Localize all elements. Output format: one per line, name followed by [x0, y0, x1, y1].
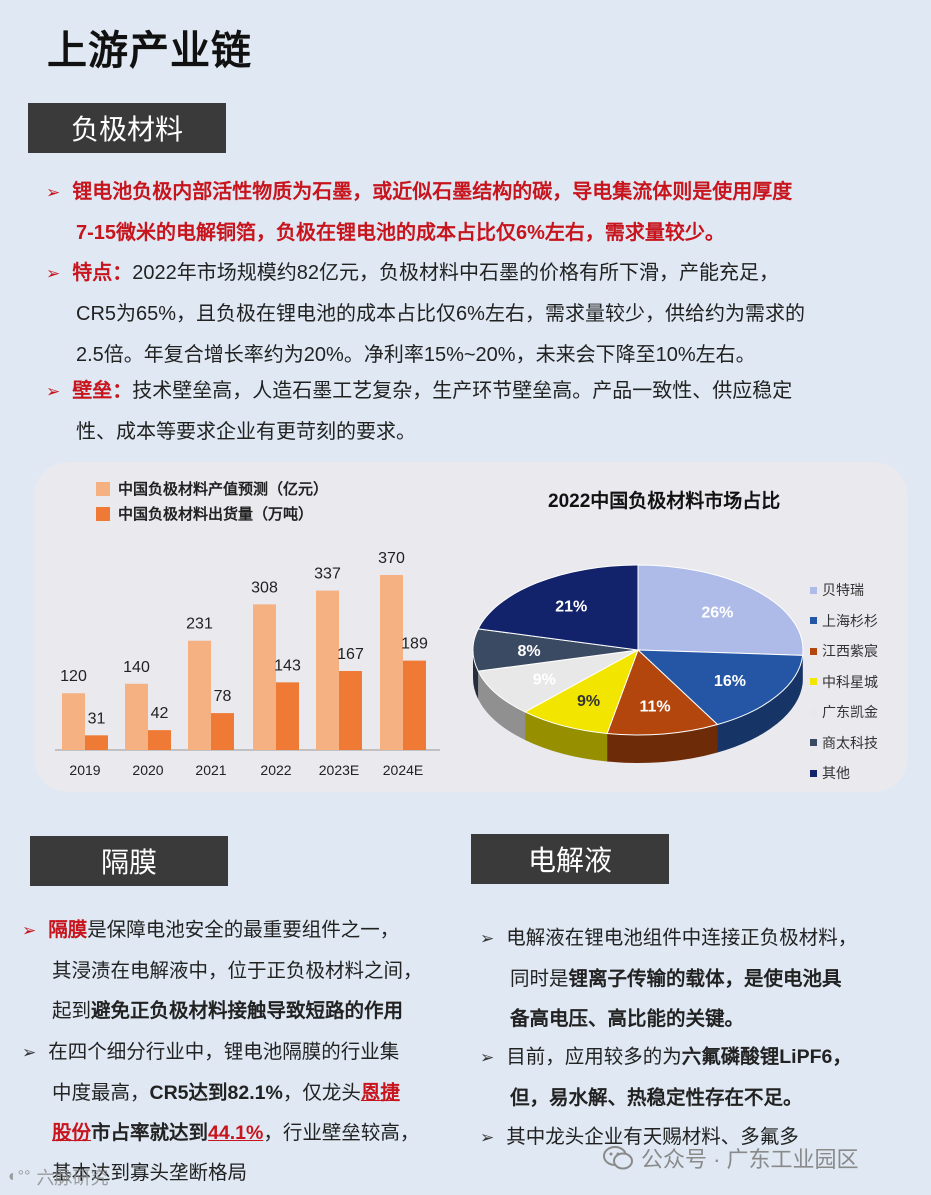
arrow-bullet-icon: ➢ [22, 1043, 37, 1062]
bar [380, 575, 403, 750]
electrolyte-bullet-3: ➢ 其中龙头企业有天赐材料、多氟多 [480, 1126, 799, 1148]
bar-value-label: 167 [337, 646, 364, 663]
bar [211, 713, 234, 750]
separator-bullet-1: ➢ 隔膜是保障电池安全的最重要组件之一， 其浸渍在电解液中，位于正负极材料之间， … [22, 919, 423, 1022]
x-tick-label: 2022 [260, 762, 291, 778]
pie-chart: 26% 16% 11% 9% 9% 8% 21% [472, 564, 804, 763]
bar-value-label: 140 [123, 659, 150, 676]
watermark-left: ◐°° 六脉研究 [8, 1168, 109, 1188]
bar [276, 682, 299, 750]
electrolyte-bullet-2: ➢ 目前，应用较多的为六氟磷酸锂LiPF6， 但，易水解、热稳定性存在不足。 [480, 1046, 852, 1109]
pie-slice-side [717, 655, 803, 753]
anode-bullet-1: ➢ 锂电池负极内部活性物质为石墨，或近似石墨结构的碳，导电集流体则是使用厚度 7-… [46, 181, 793, 244]
pie-slice [523, 648, 639, 735]
bar [62, 693, 85, 750]
pie-value-label: 21% [555, 599, 587, 616]
arrow-bullet-icon: ➢ [22, 921, 37, 940]
pie-value-label: 16% [714, 673, 746, 690]
bar [339, 671, 362, 750]
pie-slice-side [478, 671, 526, 740]
arrow-bullet-icon: ➢ [46, 183, 61, 202]
legend-swatch [96, 506, 110, 521]
arrow-bullet-icon: ➢ [46, 382, 61, 401]
pie-slice [477, 564, 639, 651]
section-header-separator: 隔膜 [30, 836, 228, 886]
pie-legend-item: 贝特瑞 [810, 575, 878, 606]
pie-value-label: 26% [701, 605, 733, 622]
x-tick-label: 2019 [69, 762, 100, 778]
pie-slice [636, 649, 804, 726]
pie-legend-item: 江西紫宸 [810, 636, 878, 667]
separator-bullet-2: ➢ 在四个细分行业中，锂电池隔膜的行业集 中度最高，CR5达到82.1%，仅龙头恩… [22, 1041, 420, 1184]
arrow-bullet-icon: ➢ [480, 1128, 495, 1147]
bar-value-label: 370 [378, 550, 405, 567]
pie-slice-side [525, 711, 608, 762]
pie-chart-title: 2022中国负极材料市场占比 [548, 491, 781, 512]
pie-legend-item: 广东凯金 [810, 697, 878, 728]
bar-value-label: 120 [60, 668, 87, 685]
pie-slice [637, 564, 804, 656]
bar-value-label: 31 [88, 710, 106, 727]
bar [148, 730, 171, 750]
pie-legend-item: 上海杉杉 [810, 606, 878, 637]
pie-value-label: 11% [639, 698, 670, 715]
pie-value-label: 9% [533, 672, 556, 689]
logo-icon: ◐°° [8, 1168, 31, 1185]
pie-value-label: 9% [577, 693, 600, 710]
bar [188, 640, 211, 750]
pie-slice-side [607, 724, 718, 763]
pie-value-label: 8% [518, 643, 541, 660]
bar [316, 590, 339, 750]
x-tick-label: 2021 [195, 762, 226, 778]
x-tick-label: 2020 [132, 762, 163, 778]
electrolyte-bullet-1: ➢ 电解液在锂电池组件中连接正负极材料， 同时是锂离子传输的载体，是使电池具 备高… [480, 927, 858, 1030]
anode-bullet-2: ➢ 特点：2022年市场规模约82亿元，负极材料中石墨的价格有所下滑，产能充足， … [46, 262, 805, 366]
bar-value-label: 308 [251, 579, 278, 596]
section-header-anode: 负极材料 [28, 103, 226, 153]
bar-value-label: 231 [186, 616, 213, 633]
pie-legend-item: 其他 [810, 758, 878, 789]
pie-slice [477, 649, 639, 713]
pie-legend-item: 中科星城 [810, 667, 878, 698]
bar-value-label: 189 [401, 636, 428, 653]
watermark-right: 公众号 · 广东工业园区 [603, 1142, 859, 1174]
wechat-icon [603, 1146, 633, 1170]
bar [85, 735, 108, 750]
arrow-bullet-icon: ➢ [480, 929, 495, 948]
pie-slice [606, 649, 719, 736]
bar [253, 604, 276, 750]
pie-legend: 贝特瑞 上海杉杉 江西紫宸 中科星城 广东凯金 商太科技 其他 [810, 575, 878, 789]
x-tick-label: 2023E [319, 762, 359, 778]
x-tick-label: 2024E [383, 762, 423, 778]
anode-bullet-3: ➢ 壁垒：技术壁垒高，人造石墨工艺复杂，生产环节壁垒高。产品一致性、供应稳定 性、… [46, 380, 793, 443]
bar-legend-2: 中国负极材料出货量（万吨） [96, 503, 313, 524]
bar-chart: 120 31 2019 140 42 2020 231 78 2021 308 143 2022 337… [55, 550, 440, 778]
bar-value-label: 337 [314, 566, 341, 583]
bar-value-label: 78 [214, 688, 232, 705]
page-title: 上游产业链 [47, 28, 252, 74]
section-header-electrolyte: 电解液 [471, 834, 669, 884]
bar-value-label: 42 [151, 705, 169, 722]
legend-swatch [96, 481, 110, 496]
bar [403, 660, 426, 750]
bar-legend-1: 中国负极材料产值预测（亿元） [96, 478, 328, 499]
arrow-bullet-icon: ➢ [480, 1048, 495, 1067]
bar [125, 683, 148, 750]
bar-value-label: 143 [274, 657, 301, 674]
pie-legend-item: 商太科技 [810, 728, 878, 759]
arrow-bullet-icon: ➢ [46, 264, 61, 283]
